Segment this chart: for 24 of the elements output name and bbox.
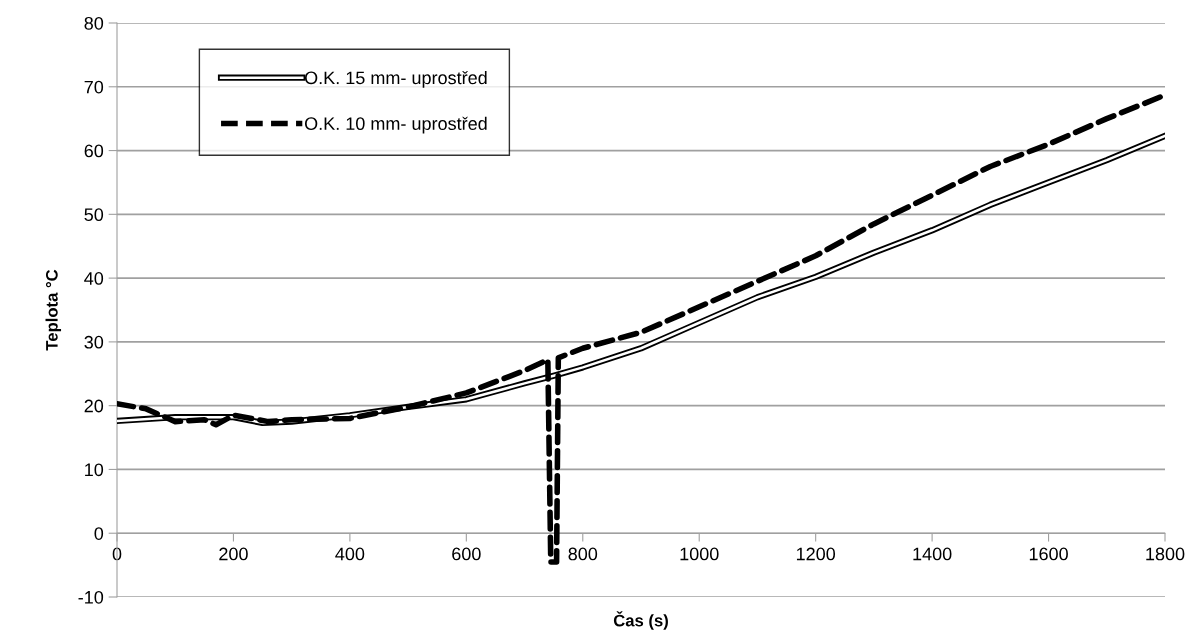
y-axis-title: Teplota °C — [45, 269, 62, 351]
x-tick-label: 200 — [219, 547, 248, 561]
y-tick-label: 80 — [84, 16, 104, 30]
x-tick-label: 1600 — [1029, 547, 1068, 561]
y-tick-label: -10 — [78, 590, 104, 604]
y-tick-label: 20 — [84, 399, 104, 413]
y-tick-label: 70 — [84, 80, 104, 94]
x-tick-label: 1800 — [1146, 547, 1185, 561]
x-tick-label: 400 — [335, 547, 365, 561]
y-tick-label: 10 — [85, 463, 104, 477]
x-tick-label: 1000 — [680, 547, 719, 561]
x-axis-title: Čas (s) — [613, 611, 668, 630]
y-tick-label: 60 — [84, 144, 104, 158]
y-tick-label: 40 — [84, 272, 104, 285]
y-tick-label: 30 — [84, 335, 104, 349]
x-tick-label: 800 — [568, 547, 598, 561]
x-tick-label: 1200 — [796, 547, 836, 561]
legend-label: O.K. 10 mm- uprostřed — [304, 116, 487, 134]
x-tick-label: 0 — [112, 547, 122, 561]
y-tick-label: 0 — [94, 527, 104, 540]
legend-label: O.K. 15 mm- uprostřed — [304, 70, 487, 88]
y-tick-label: 50 — [84, 208, 104, 222]
x-tick-label: 600 — [452, 547, 481, 561]
x-tick-label: 1400 — [913, 547, 952, 561]
